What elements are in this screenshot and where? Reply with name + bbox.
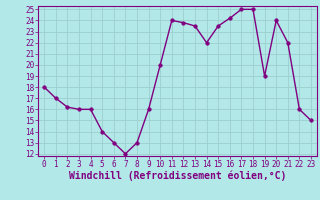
X-axis label: Windchill (Refroidissement éolien,°C): Windchill (Refroidissement éolien,°C) — [69, 171, 286, 181]
